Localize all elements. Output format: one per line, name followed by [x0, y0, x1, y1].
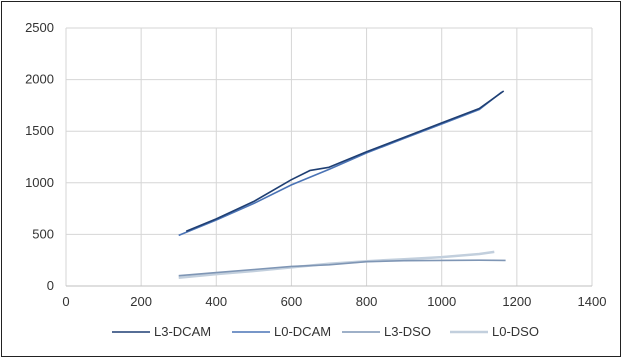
- y-tick-label: 1000: [25, 175, 54, 190]
- legend-label: L0-DSO: [492, 324, 539, 339]
- legend-label: L3-DCAM: [154, 324, 211, 339]
- y-tick-label: 0: [47, 278, 54, 293]
- x-tick-label: 0: [62, 294, 69, 309]
- y-tick-label: 2500: [25, 20, 54, 35]
- legend-label: L0-DCAM: [274, 324, 331, 339]
- x-tick-label: 1200: [502, 294, 531, 309]
- y-tick-label: 2000: [25, 72, 54, 87]
- legend-label: L3-DSO: [384, 324, 431, 339]
- y-tick-label: 1500: [25, 123, 54, 138]
- x-tick-label: 1000: [427, 294, 456, 309]
- y-tick-label: 500: [32, 226, 54, 241]
- series-line-l0-dcam: [178, 91, 503, 237]
- x-tick-label: 800: [356, 294, 378, 309]
- series-line-l3-dso: [178, 259, 506, 277]
- x-tick-label: 200: [130, 294, 152, 309]
- x-tick-label: 400: [205, 294, 227, 309]
- x-tick-label: 600: [281, 294, 303, 309]
- series-line-l3-dcam: [185, 90, 505, 233]
- x-tick-label: 1400: [578, 294, 607, 309]
